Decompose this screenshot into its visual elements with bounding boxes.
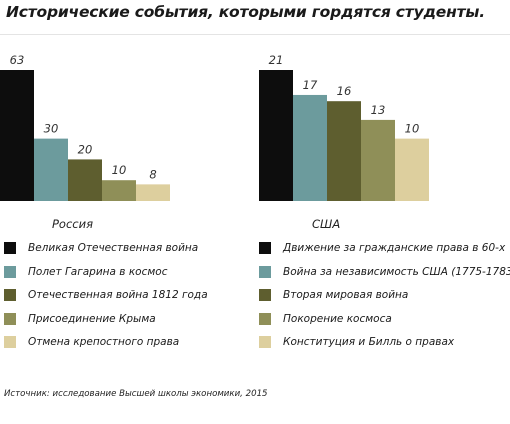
usa-legend: Движение за гражданские права в 60-х Войн… — [259, 241, 510, 359]
legend-item: Присоединение Крыма — [4, 312, 208, 336]
legend-item: Вторая мировая война — [259, 288, 510, 312]
country-label: США — [312, 217, 340, 231]
legend-swatch — [259, 289, 271, 301]
legend-item: Полет Гагарина в космос — [4, 265, 208, 289]
bar-russia-3 — [102, 180, 136, 201]
bar-usa-0 — [259, 70, 293, 201]
legend-label: Конституция и Билль о правах — [283, 336, 455, 348]
legend-swatch — [4, 336, 16, 348]
legend-swatch — [259, 312, 271, 325]
bar-russia-0 — [0, 70, 34, 201]
legend-label: Полет Гагарина в космос — [28, 265, 168, 278]
usa-bar-panel: 21 17 16 13 10 США — [259, 53, 429, 231]
bar-value-label: 16 — [337, 84, 352, 98]
bar-russia-2 — [68, 159, 102, 201]
bar-value-label: 30 — [44, 122, 59, 136]
legend-item: Великая Отечественная война — [4, 241, 208, 265]
legend-label: Вторая мировая война — [283, 289, 409, 301]
legend-item: Война за независимость США (1775-1783) — [259, 265, 510, 289]
source-note: Источник: исследование Высшей школы экон… — [4, 389, 268, 399]
bar-usa-2 — [327, 101, 361, 201]
bar-russia-4 — [136, 184, 170, 201]
bar-charts: 63 30 20 10 8 Россия 21 17 16 13 10 США — [0, 53, 429, 231]
bar-value-label: 17 — [303, 78, 318, 92]
legend-label: Движение за гражданские права в 60-х — [283, 242, 506, 254]
bar-value-label: 8 — [149, 167, 156, 181]
legend-swatch — [4, 289, 16, 301]
legend-swatch — [259, 242, 271, 254]
bar-value-label: 10 — [112, 163, 127, 177]
legend-swatch — [259, 336, 271, 348]
legend-swatch — [4, 312, 16, 325]
legend-swatch — [4, 265, 16, 278]
russia-legend: Великая Отечественная война Полет Гагарин… — [4, 241, 208, 359]
bar-value-label: 13 — [371, 103, 386, 117]
russia-bar-panel: 63 30 20 10 8 Россия — [0, 53, 170, 231]
legend-item: Отмена крепостного права — [4, 335, 208, 359]
chart-title: Исторические события, которыми гордятся … — [6, 3, 485, 21]
legend-item: Отечественная война 1812 года — [4, 288, 208, 312]
legend-label: Отмена крепостного права — [28, 336, 180, 348]
bar-usa-4 — [395, 138, 429, 201]
bar-value-label: 20 — [78, 142, 93, 156]
legend-label: Война за независимость США (1775-1783) — [283, 265, 510, 278]
bar-value-label: 10 — [405, 122, 420, 136]
legend-label: Великая Отечественная война — [28, 242, 199, 254]
legend-item: Конституция и Билль о правах — [259, 335, 510, 359]
legend-swatch — [259, 265, 271, 278]
legend-item: Движение за гражданские права в 60-х — [259, 241, 510, 265]
bar-usa-3 — [361, 119, 395, 201]
bar-value-label: 21 — [269, 53, 284, 67]
country-label: Россия — [52, 217, 93, 231]
legend-label: Присоединение Крыма — [28, 312, 156, 325]
bar-usa-1 — [293, 94, 327, 201]
legend-label: Отечественная война 1812 года — [28, 289, 208, 301]
bar-value-label: 63 — [10, 53, 25, 67]
title-divider — [0, 34, 510, 35]
legend-item: Покорение космоса — [259, 312, 510, 336]
bar-russia-1 — [34, 138, 68, 201]
legend-label: Покорение космоса — [283, 312, 392, 325]
legend-swatch — [4, 242, 16, 254]
